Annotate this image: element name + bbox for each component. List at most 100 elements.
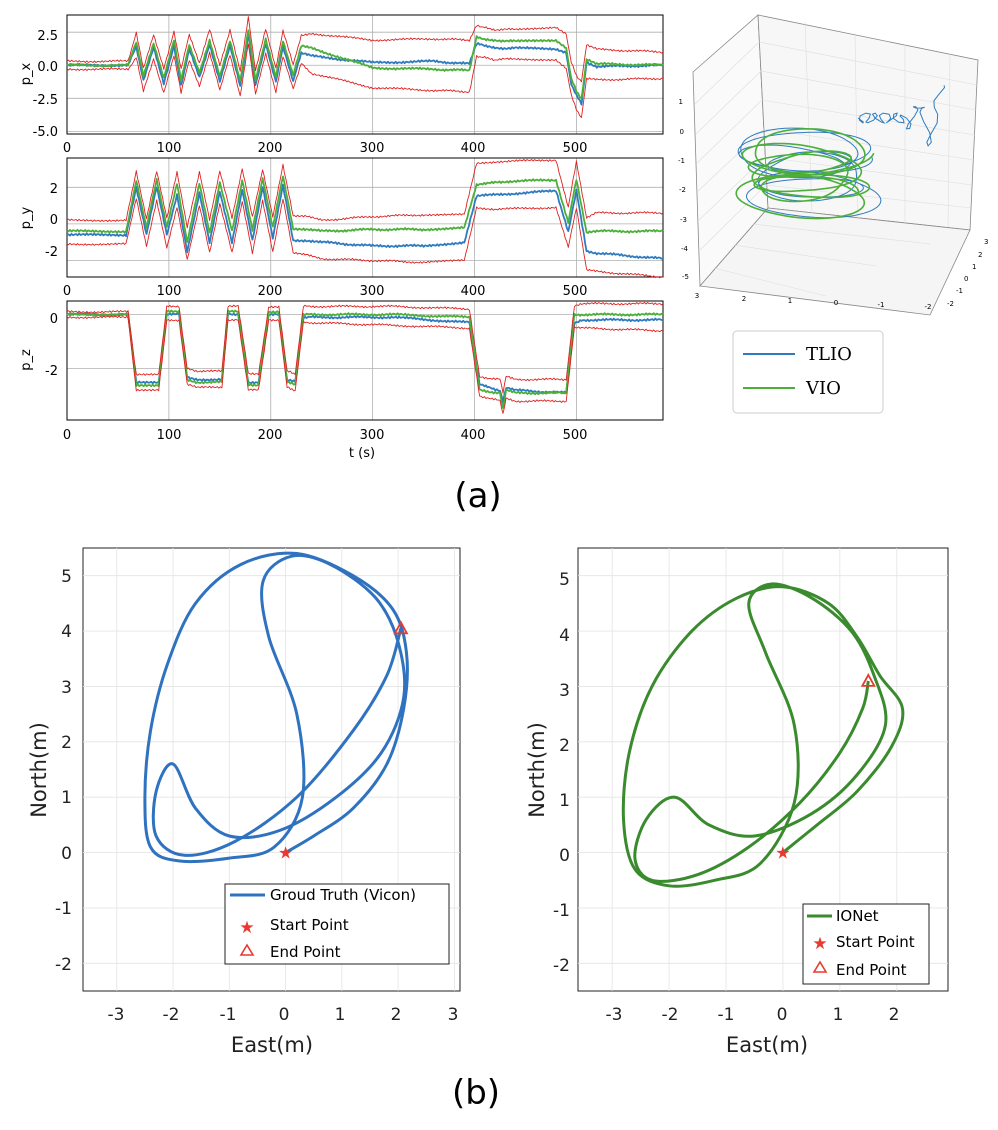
caption-a: (a)	[454, 476, 501, 516]
ionet-series: ★	[621, 582, 905, 888]
px-xtick: 100	[157, 141, 182, 156]
gt-ylabel: North(m)	[27, 722, 51, 818]
gt-xtick: -2	[163, 1005, 180, 1025]
pz-plot-frame	[66, 300, 664, 421]
z-tick-3d: 1	[679, 98, 683, 106]
gt-xtick: 0	[279, 1005, 290, 1025]
y-tick-3d: 3	[984, 238, 988, 246]
py-xtick: 500	[563, 284, 588, 299]
trajectory-line-ionet	[621, 582, 905, 888]
ionet-xtick: -2	[662, 1005, 679, 1025]
x-tick-3d: 1	[788, 297, 792, 305]
px-xtick: 400	[461, 141, 486, 156]
legend-start-star-icon: ★	[239, 918, 254, 938]
py-ytick: 0	[50, 213, 58, 228]
ionet-xtick: 1	[833, 1005, 844, 1025]
legend-start-star-icon: ★	[812, 934, 827, 954]
trajectory-3d-lines	[735, 85, 946, 220]
py-xtick: 0	[63, 284, 71, 299]
gt-ytick: -2	[55, 955, 72, 975]
series-line-upper-bound	[66, 301, 664, 394]
legend-end-label: End Point	[270, 943, 341, 961]
pz-xtick: 0	[63, 428, 71, 443]
pz-xtick: 300	[360, 428, 385, 443]
ionet-ytick: 4	[559, 626, 570, 646]
y-tick-3d: -1	[956, 287, 963, 295]
pz-xtick: 100	[157, 428, 182, 443]
px-panel: p_x 2.5 0.0 -2.5 -5.0 0 100 200 300 400 …	[19, 14, 664, 156]
ionet-ylabel: North(m)	[525, 722, 549, 818]
series-line-vio	[66, 309, 664, 409]
trajectory-3d-tlio-excursion	[857, 85, 946, 147]
z-tick-3d: 0	[680, 128, 684, 136]
series-line-lower-bound	[66, 198, 664, 279]
pz-xlabel: t (s)	[349, 446, 375, 461]
start-point-star-icon: ★	[278, 844, 293, 864]
ionet-ytick: 5	[559, 570, 570, 590]
gt-ytick: 1	[61, 788, 72, 808]
px-plot-frame	[66, 14, 664, 135]
px-xtick: 0	[63, 141, 71, 156]
series-line-vio	[66, 175, 664, 243]
ionet-ytick: 1	[559, 791, 570, 811]
z-tick-3d: -5	[682, 273, 689, 281]
py-series	[66, 158, 664, 279]
ionet-xtick: 0	[777, 1005, 788, 1025]
pz-ylabel: p_z	[19, 349, 34, 371]
gt-xtick: -1	[220, 1005, 237, 1025]
legend-ionet-label: IONet	[836, 907, 879, 925]
axes-3d-panes	[692, 14, 979, 316]
gt-ytick: 3	[61, 678, 72, 698]
gt-ytick: -1	[55, 899, 72, 919]
gt-xtick: 1	[335, 1005, 346, 1025]
px-ytick: -5.0	[33, 125, 58, 140]
px-xtick: 300	[360, 141, 385, 156]
gt-ytick: 0	[61, 844, 72, 864]
y-tick-3d: 0	[964, 275, 968, 283]
py-ytick: 2	[50, 182, 58, 197]
ionet-xtick: -1	[718, 1005, 735, 1025]
legend-groud-truth-label: Groud Truth (Vicon)	[270, 886, 416, 904]
gt-legend: Groud Truth (Vicon) ★ Start Point End Po…	[224, 883, 450, 965]
px-ytick: 2.5	[37, 29, 58, 44]
px-ytick: -2.5	[33, 93, 58, 108]
py-panel: p_y 2 0 -2 0 100 200 300 400 500	[19, 157, 664, 299]
trajectory-3d-vio	[735, 128, 875, 220]
ionet-xtick: -3	[606, 1005, 623, 1025]
pz-xtick: 200	[258, 428, 283, 443]
gt-ytick: 5	[61, 567, 72, 587]
x-tick-3d: -1	[878, 301, 885, 309]
gt-xtick: -3	[108, 1005, 125, 1025]
ionet-ytick: 3	[559, 681, 570, 701]
ionet-xtick: 2	[889, 1005, 900, 1025]
z-tick-3d: -3	[680, 216, 687, 224]
legend-tlio-label: TLIO	[806, 344, 852, 365]
series-line-vio	[66, 29, 664, 100]
ionet-ytick: -1	[553, 901, 570, 921]
y-tick-3d: 2	[978, 251, 982, 259]
py-ylabel: p_y	[19, 206, 34, 229]
ionet-xlabel: East(m)	[726, 1033, 808, 1057]
legend-3d: TLIO VIO	[732, 330, 884, 414]
pz-xtick: 500	[563, 428, 588, 443]
py-plot-frame	[66, 157, 664, 278]
end-point-triangle-icon	[393, 620, 409, 635]
trajectory-line-groud-truth-vicon-	[143, 551, 409, 864]
py-xtick: 100	[157, 284, 182, 299]
px-xtick: 200	[258, 141, 283, 156]
px-ylabel: p_x	[19, 62, 34, 85]
ionet-ytick: 0	[559, 846, 570, 866]
ionet-ytick: 2	[559, 736, 570, 756]
z-tick-3d: -1	[678, 157, 685, 165]
series-line-tlio	[66, 32, 664, 106]
series-line-upper-bound	[66, 16, 664, 83]
gt-xlabel: East(m)	[231, 1033, 313, 1057]
py-xtick: 300	[360, 284, 385, 299]
ionet-ytick: -2	[553, 956, 570, 976]
series-line-lower-bound	[66, 315, 664, 414]
legend-start-label: Start Point	[270, 916, 349, 934]
ground-truth-panel: ★ -3 -2 -1 0 1 2 3 5 4 3 2 1 0 -1 -2 Eas…	[27, 547, 461, 1057]
x-tick-3d: -2	[925, 303, 932, 311]
px-series	[66, 16, 664, 118]
